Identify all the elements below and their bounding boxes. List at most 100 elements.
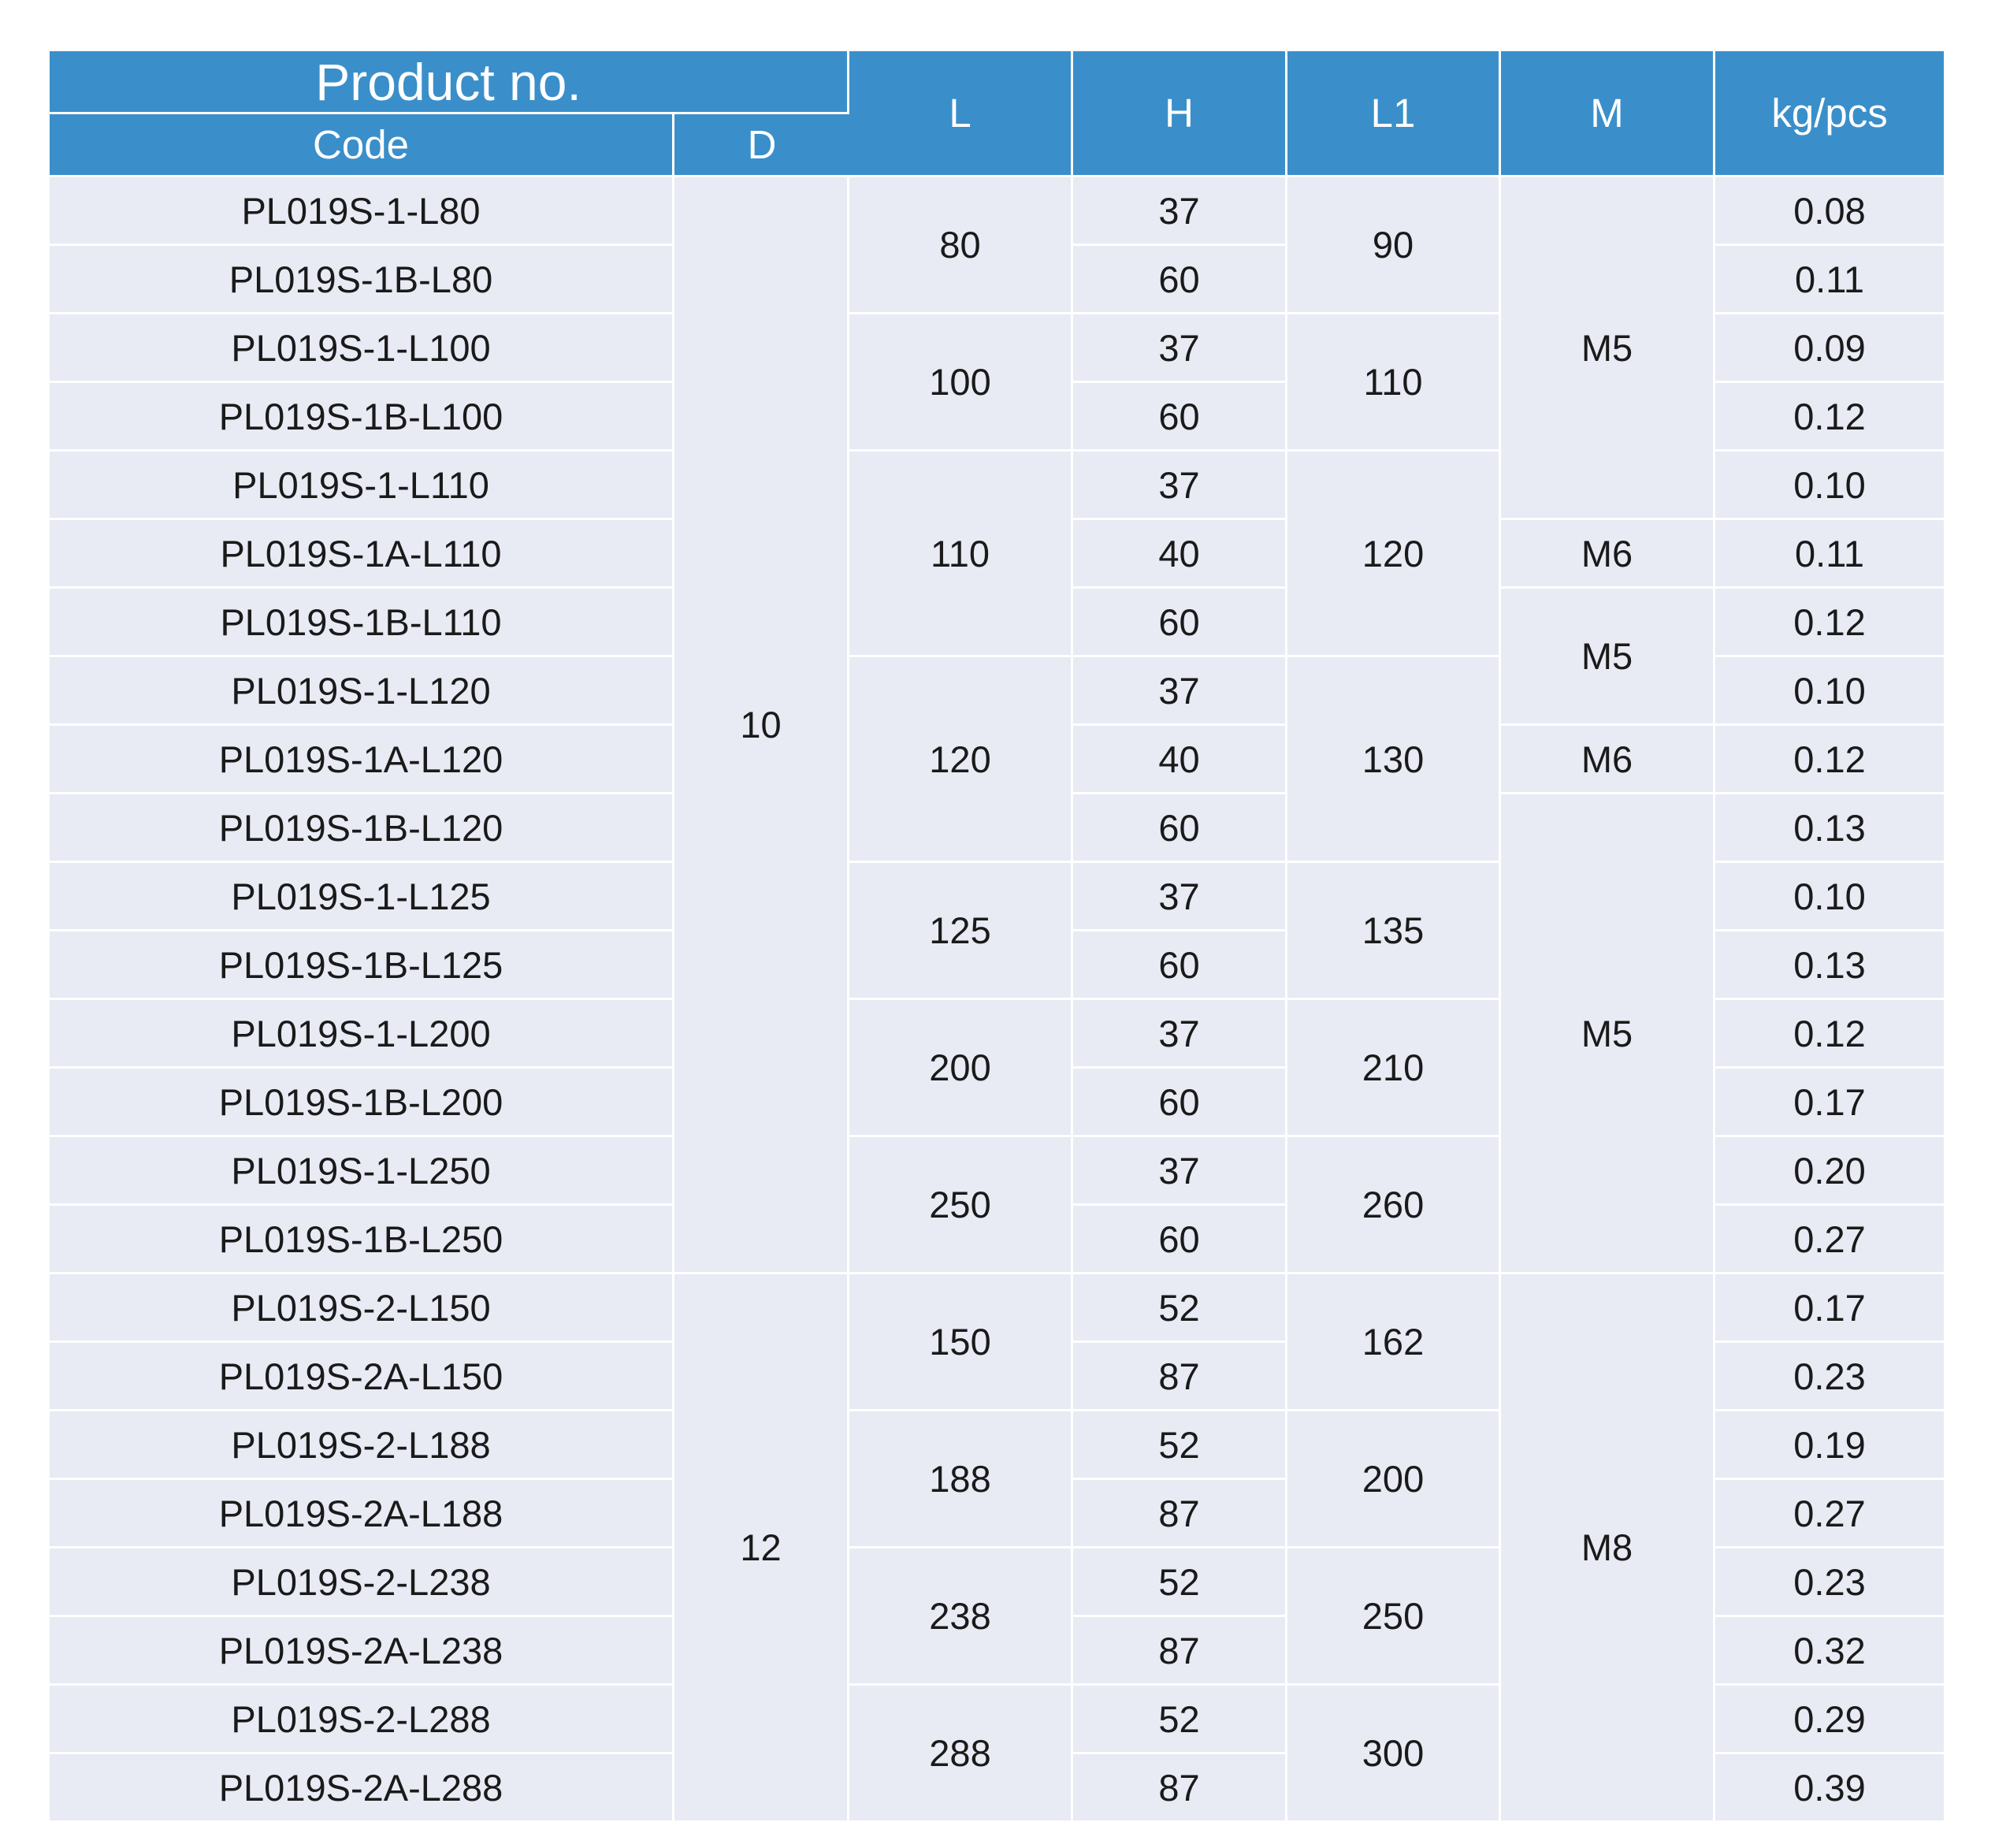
l1-cell: 250 bbox=[1287, 1549, 1502, 1686]
table-row: PL019S-2A-L288 87 0.39 bbox=[50, 1754, 1945, 1823]
l1-cell: 90 bbox=[1287, 177, 1502, 314]
kg-cell: 0.12 bbox=[1715, 383, 1945, 452]
h-cell: 52 bbox=[1073, 1411, 1288, 1480]
kg-cell: 0.20 bbox=[1715, 1137, 1945, 1206]
h-cell: 37 bbox=[1073, 657, 1288, 726]
table-row: PL019S-1A-L110 40 M6 0.11 bbox=[50, 520, 1945, 589]
kg-cell: 0.13 bbox=[1715, 794, 1945, 863]
m-cell: M8 bbox=[1501, 1274, 1716, 1823]
table-row: PL019S-1-L250 250 37 260 0.20 bbox=[50, 1137, 1945, 1274]
kg-cell: 0.08 bbox=[1715, 177, 1945, 246]
code-cell: PL019S-1-L125 bbox=[50, 863, 674, 931]
table-row: PL019S-1A-L120 40 M6 0.12 bbox=[50, 726, 1945, 794]
code-cell: PL019S-1B-L80 bbox=[50, 246, 674, 314]
table-row: PL019S-2A-L188 87 0.27 bbox=[50, 1480, 1945, 1549]
h-cell: 60 bbox=[1073, 383, 1288, 452]
code-cell: PL019S-1B-L125 bbox=[50, 931, 674, 1000]
m-cell: M6 bbox=[1501, 520, 1716, 589]
m-cell: M5 bbox=[1501, 589, 1716, 726]
code-cell: PL019S-1-L110 bbox=[50, 452, 674, 520]
code-cell: PL019S-2-L188 bbox=[50, 1411, 674, 1480]
l1-cell: 300 bbox=[1287, 1686, 1502, 1823]
kg-cell: 0.10 bbox=[1715, 452, 1945, 520]
h-cell: 37 bbox=[1073, 177, 1288, 246]
kg-cell: 0.27 bbox=[1715, 1206, 1945, 1274]
table-row: PL019S-1-L200 200 37 210 0.12 bbox=[50, 1000, 1945, 1137]
l1-cell: 120 bbox=[1287, 452, 1502, 657]
header-h: H bbox=[1073, 51, 1288, 177]
code-cell: PL019S-1A-L120 bbox=[50, 726, 674, 794]
kg-cell: 0.23 bbox=[1715, 1549, 1945, 1617]
m-cell: M5 bbox=[1501, 794, 1716, 1274]
m-cell: M5 bbox=[1501, 177, 1716, 520]
table-row: PL019S-1-L100 100 37 110 0.09 bbox=[50, 314, 1945, 452]
code-cell: PL019S-2A-L188 bbox=[50, 1480, 674, 1549]
table-row: PL019S-1-L110 110 37 120 0.10 bbox=[50, 452, 1945, 657]
kg-cell: 0.23 bbox=[1715, 1343, 1945, 1411]
kg-cell: 0.27 bbox=[1715, 1480, 1945, 1549]
l-cell: 110 bbox=[849, 452, 1074, 657]
l1-cell: 260 bbox=[1287, 1137, 1502, 1274]
h-cell: 60 bbox=[1073, 794, 1288, 863]
code-cell: PL019S-1B-L120 bbox=[50, 794, 674, 863]
code-cell: PL019S-1-L200 bbox=[50, 1000, 674, 1069]
kg-cell: 0.11 bbox=[1715, 520, 1945, 589]
h-cell: 40 bbox=[1073, 726, 1288, 794]
h-cell: 52 bbox=[1073, 1549, 1288, 1617]
code-cell: PL019S-1-L100 bbox=[50, 314, 674, 383]
h-cell: 87 bbox=[1073, 1480, 1288, 1549]
spec-table-container: Product no. L H L1 M kg/pcs Code D PL019… bbox=[50, 51, 1945, 1823]
l-cell: 120 bbox=[849, 657, 1074, 863]
l-cell: 150 bbox=[849, 1274, 1074, 1411]
table-row: PL019S-2-L150 12 150 52 162 M8 0.17 bbox=[50, 1274, 1945, 1823]
code-cell: PL019S-2A-L238 bbox=[50, 1617, 674, 1686]
code-cell: PL019S-2A-L150 bbox=[50, 1343, 674, 1411]
l-cell: 125 bbox=[849, 863, 1074, 1000]
l-cell: 250 bbox=[849, 1137, 1074, 1274]
h-cell: 87 bbox=[1073, 1754, 1288, 1823]
kg-cell: 0.13 bbox=[1715, 931, 1945, 1000]
kg-cell: 0.39 bbox=[1715, 1754, 1945, 1823]
code-cell: PL019S-2A-L288 bbox=[50, 1754, 674, 1823]
header-code: Code bbox=[50, 114, 674, 177]
h-cell: 52 bbox=[1073, 1686, 1288, 1754]
h-cell: 60 bbox=[1073, 246, 1288, 314]
l-cell: 100 bbox=[849, 314, 1074, 452]
h-cell: 37 bbox=[1073, 1137, 1288, 1206]
code-cell: PL019S-1B-L200 bbox=[50, 1069, 674, 1137]
table-row: PL019S-2-L238 238 52 250 0.23 bbox=[50, 1549, 1945, 1686]
l1-cell: 210 bbox=[1287, 1000, 1502, 1137]
table-row: PL019S-1B-L120 60 M5 0.13 bbox=[50, 794, 1945, 1274]
header-product-no: Product no. bbox=[50, 51, 850, 114]
table-row: PL019S-1B-L250 60 0.27 bbox=[50, 1206, 1945, 1274]
table-row: PL019S-1B-L200 60 0.17 bbox=[50, 1069, 1945, 1137]
h-cell: 60 bbox=[1073, 589, 1288, 657]
table-row: PL019S-2-L288 288 52 300 0.29 bbox=[50, 1686, 1945, 1823]
table-body: PL019S-1-L80 10 80 37 90 M5 0.08 PL019S-1B-L80 6… bbox=[50, 177, 1945, 1823]
d-cell: 10 bbox=[674, 177, 850, 1274]
h-cell: 87 bbox=[1073, 1343, 1288, 1411]
table-row: PL019S-1B-L110 60 M5 0.12 bbox=[50, 589, 1945, 726]
code-cell: PL019S-2-L150 bbox=[50, 1274, 674, 1343]
l-cell: 80 bbox=[849, 177, 1074, 314]
header-m: M bbox=[1501, 51, 1716, 177]
kg-cell: 0.12 bbox=[1715, 726, 1945, 794]
l-cell: 188 bbox=[849, 1411, 1074, 1549]
l1-cell: 162 bbox=[1287, 1274, 1502, 1411]
h-cell: 40 bbox=[1073, 520, 1288, 589]
code-cell: PL019S-2-L288 bbox=[50, 1686, 674, 1754]
spec-table: Product no. L H L1 M kg/pcs Code D PL019… bbox=[50, 51, 1945, 1823]
code-cell: PL019S-1A-L110 bbox=[50, 520, 674, 589]
kg-cell: 0.11 bbox=[1715, 246, 1945, 314]
kg-cell: 0.09 bbox=[1715, 314, 1945, 383]
header-kg-pcs: kg/pcs bbox=[1715, 51, 1945, 177]
kg-cell: 0.29 bbox=[1715, 1686, 1945, 1754]
table-row: PL019S-2-L188 188 52 200 0.19 bbox=[50, 1411, 1945, 1549]
h-cell: 37 bbox=[1073, 1000, 1288, 1069]
l-cell: 288 bbox=[849, 1686, 1074, 1823]
header-l: L bbox=[849, 51, 1074, 177]
kg-cell: 0.12 bbox=[1715, 589, 1945, 657]
table-row: PL019S-1-L125 125 37 135 0.10 bbox=[50, 863, 1945, 1000]
h-cell: 60 bbox=[1073, 1069, 1288, 1137]
h-cell: 60 bbox=[1073, 931, 1288, 1000]
